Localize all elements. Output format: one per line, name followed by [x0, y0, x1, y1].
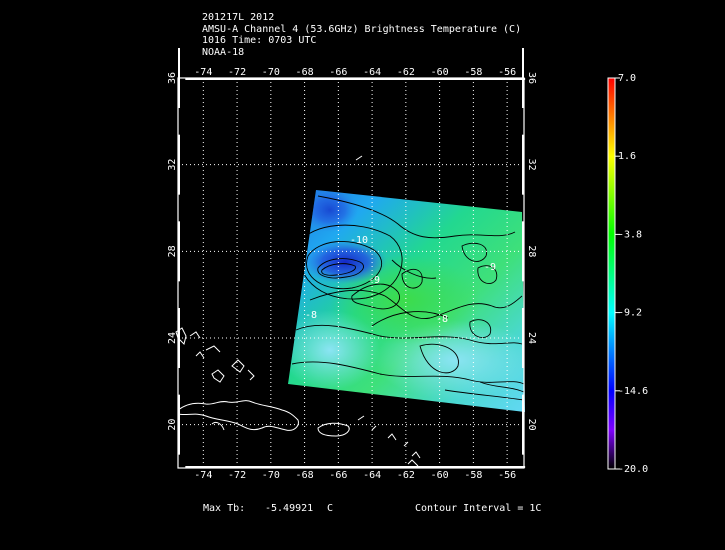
lon-label: -72 [228, 67, 246, 78]
max-tb-unit: C [327, 503, 334, 514]
lon-label: -56 [498, 470, 516, 481]
contour-label: -8 [436, 314, 448, 325]
lat-label: 36 [526, 72, 537, 84]
title-line-3: 1016 Time: 0703 UTC [202, 35, 317, 46]
colorbar-label: 1.6 [618, 151, 636, 162]
contour-label: -9 [368, 275, 380, 286]
lon-label: -66 [329, 67, 347, 78]
lon-bottom-labels: -74 -72 -70 -68 -66 -64 -62 -60 -58 -56 [194, 470, 516, 481]
lon-label: -62 [397, 470, 415, 481]
colorbar-label: -20.0 [618, 464, 648, 475]
lat-label: 28 [526, 245, 537, 257]
lon-label: -72 [228, 470, 246, 481]
contour-interval: Contour Interval = 1C [415, 503, 542, 514]
title-line-4: NOAA-18 [202, 46, 245, 58]
colorbar-ticks [615, 77, 620, 470]
lon-label: -58 [464, 470, 482, 481]
coastlines [175, 155, 421, 467]
lat-label: 20 [167, 419, 178, 431]
colorbar-label: -9.2 [618, 308, 642, 319]
lon-label: -60 [431, 470, 449, 481]
lat-label: 28 [167, 245, 178, 257]
lon-label: -74 [194, 470, 212, 481]
lat-label: 32 [167, 159, 178, 171]
lat-label: 20 [526, 419, 537, 431]
lon-label: -66 [329, 470, 347, 481]
lon-label: -68 [296, 470, 314, 481]
lat-label: 24 [526, 332, 537, 344]
contour-lines [291, 195, 525, 401]
colorbar-label: 7.0 [618, 73, 636, 84]
lat-label: 24 [167, 332, 178, 344]
colorbar-labels: 7.0 1.6 -3.8 -9.2 -14.6 -20.0 [618, 73, 648, 475]
lon-label: -64 [363, 67, 381, 78]
map-edge-ticks [178, 48, 526, 468]
contour-label: -8 [305, 310, 317, 321]
colorbar-label: -14.6 [618, 386, 648, 397]
lon-label: -56 [498, 67, 516, 78]
lon-label: -70 [262, 470, 280, 481]
map-header: 201217L 2012 AMSU-A Channel 4 (53.6GHz) … [202, 12, 521, 58]
lon-label: -58 [464, 67, 482, 78]
lat-label: 32 [526, 159, 537, 171]
lat-left-labels: 20 24 28 32 36 [167, 72, 178, 431]
lon-top-labels: -74 -72 -70 -68 -66 -64 -62 -60 -58 -56 [194, 67, 516, 78]
lon-label: -60 [431, 67, 449, 78]
contour-label: -9 [484, 262, 496, 273]
title-line-2: AMSU-A Channel 4 (53.6GHz) Brightness Te… [202, 23, 522, 35]
colorbar-gradient [607, 77, 616, 470]
title-line-1: 201217L 2012 [202, 12, 275, 23]
lon-label: -70 [262, 67, 280, 78]
max-tb-value: -5.49921 [265, 503, 314, 514]
lat-label: 36 [167, 72, 178, 84]
contour-label: -10 [350, 235, 368, 246]
colorbar-label: -3.8 [618, 229, 642, 240]
lon-label: -68 [296, 67, 314, 78]
contour-label-group: -10 -9 -9 -8 -8 [305, 235, 496, 325]
lon-label: -74 [194, 67, 212, 78]
max-tb-label: Max Tb: [203, 503, 246, 514]
lon-label: -64 [363, 470, 381, 481]
lon-label: -62 [397, 67, 415, 78]
lat-right-labels: 20 24 28 32 36 [526, 72, 537, 431]
